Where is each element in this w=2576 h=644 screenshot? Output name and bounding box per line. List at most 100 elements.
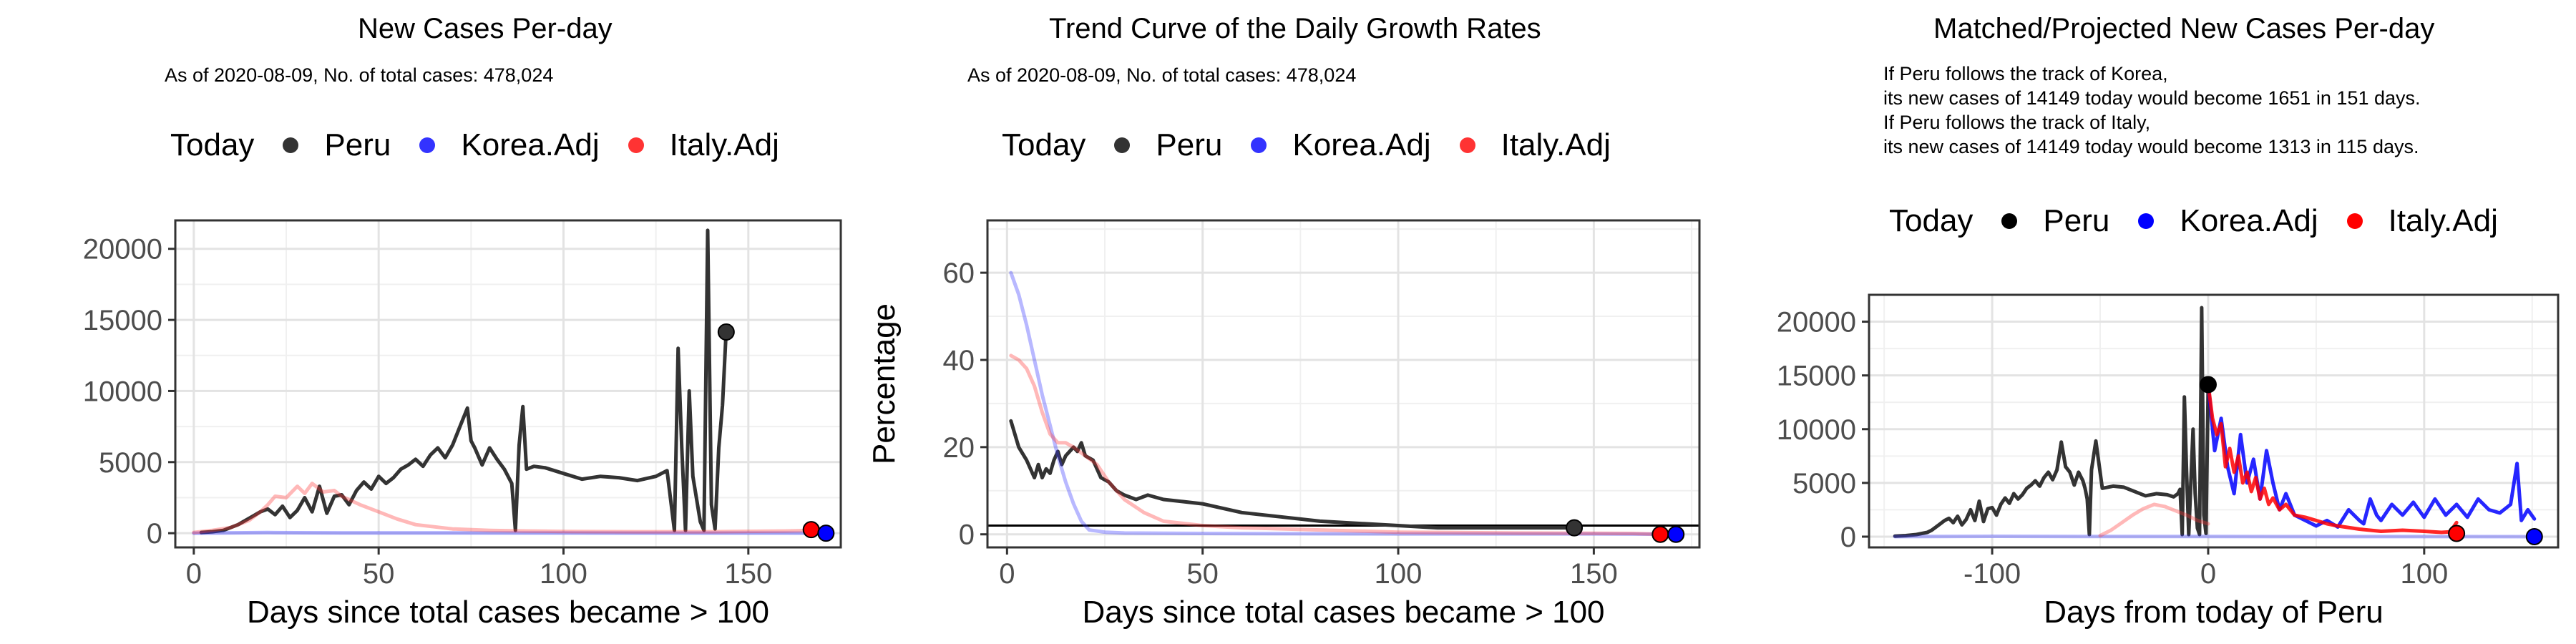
series-line-italy-adj (2098, 502, 2210, 537)
x-tick-label: 150 (1570, 558, 1618, 590)
today-point-italy-adj (1652, 525, 1669, 543)
legend-label: Peru (2043, 203, 2110, 238)
legend: Today Peru Korea.Adj Italy.Adj (1889, 203, 2527, 239)
series-line-korea-adj (192, 530, 828, 535)
legend-dot-icon (283, 137, 299, 153)
x-tick-label: 0 (186, 558, 202, 590)
today-point-korea-adj (1667, 525, 1685, 543)
subtitle-line: If Peru follows the track of Korea, (1883, 63, 2168, 84)
legend-title: Today (170, 127, 255, 162)
legend-label: Italy.Adj (1501, 127, 1611, 162)
legend: Today Peru Korea.Adj Italy.Adj (1002, 127, 1639, 163)
plot-area: 0 50 100 150 0 20 40 60 Days since total cases b… (867, 219, 1701, 630)
series-line-korea-adj (1009, 270, 1674, 537)
legend-item-korea: Korea.Adj (1251, 127, 1431, 163)
today-point-italy-adj (2448, 525, 2466, 542)
legend-dot-icon (2346, 213, 2363, 229)
legend-item-italy: Italy.Adj (628, 127, 779, 163)
legend-item-korea: Korea.Adj (2138, 203, 2318, 239)
legend-label: Peru (1156, 127, 1223, 162)
x-axis-label: Days since total cases became > 100 (247, 595, 769, 630)
y-tick-label: 10000 (1777, 414, 1856, 446)
x-tick-label: 100 (1375, 558, 1423, 590)
legend-label: Korea.Adj (2180, 203, 2318, 238)
legend-dot-icon (1114, 137, 1131, 153)
legend-label: Korea.Adj (1292, 127, 1431, 162)
today-point-peru (717, 323, 735, 341)
x-tick-label: 150 (724, 558, 772, 590)
plot-border (1868, 293, 2560, 549)
legend-label: Peru (324, 127, 391, 162)
legend-item-korea: Korea.Adj (419, 127, 600, 163)
chart-subtitle: If Peru follows the track of Korea, its … (1883, 62, 2421, 159)
y-axis-label: Percentage (867, 303, 902, 464)
legend-label: Italy.Adj (2388, 203, 2498, 238)
plot-background (987, 220, 1699, 547)
legend-item-peru: Peru (283, 127, 391, 163)
series-line-italy-adj (1009, 353, 1667, 537)
legend-label: Italy.Adj (669, 127, 779, 162)
series-line-korea-adj-projected (2206, 382, 2537, 529)
x-tick-label: 0 (2200, 558, 2216, 590)
subtitle-line: its new cases of 14149 today would becom… (1883, 87, 2421, 109)
y-tick-label: 0 (147, 518, 162, 550)
plot-area: 0 50 100 150 0 5000 10000 15000 20000 Days since … (83, 219, 842, 630)
x-tick-label: -100 (1963, 558, 2021, 590)
today-point-peru (2199, 376, 2217, 394)
plot-border (174, 219, 842, 549)
x-tick-label: 100 (2400, 558, 2448, 590)
chart-panel-projected: Matched/Projected New Cases Per-day If P… (1746, 0, 2576, 644)
series-line-italy-adj (192, 482, 817, 535)
legend-title: Today (1889, 203, 1974, 238)
legend-dot-icon (1459, 137, 1475, 153)
legend: Today Peru Korea.Adj Italy.Adj (170, 127, 808, 163)
chart-panel-new-cases: New Cases Per-day As of 2020-08-09, No. … (0, 0, 859, 644)
chart-title: Matched/Projected New Cases Per-day (1933, 13, 2435, 44)
legend-title: Today (1002, 127, 1086, 162)
legend-item-peru: Peru (1114, 127, 1222, 163)
chart-subtitle: As of 2020-08-09, No. of total cases: 47… (165, 64, 554, 86)
today-point-korea-adj (817, 525, 835, 542)
legend-dot-icon (2001, 213, 2018, 229)
y-tick-label: 5000 (1792, 468, 1856, 499)
y-tick-label: 0 (1840, 522, 1856, 553)
x-tick-label: 0 (999, 558, 1015, 590)
series-line-peru (199, 228, 728, 535)
legend-item-italy: Italy.Adj (1459, 127, 1611, 163)
legend-item-peru: Peru (2001, 203, 2109, 239)
legend-dot-icon (628, 137, 644, 153)
legend-dot-icon (1251, 137, 1267, 153)
chart-subtitle: As of 2020-08-09, No. of total cases: 47… (967, 64, 1357, 86)
plot-area: -100 0 100 0 5000 10000 15000 20000 Days from to… (1777, 293, 2560, 630)
plot-border (986, 219, 1701, 549)
x-tick-label: 100 (540, 558, 587, 590)
subtitle-line: If Peru follows the track of Italy, (1883, 112, 2151, 133)
series-line-peru (1893, 306, 2210, 538)
legend-label: Korea.Adj (461, 127, 600, 162)
series-line-peru (1009, 419, 1576, 530)
today-point-italy-adj (802, 521, 820, 539)
series-line-italy-adj-projected (2206, 382, 2459, 535)
y-tick-label: 60 (943, 258, 975, 289)
y-tick-label: 20000 (1777, 307, 1856, 338)
y-tick-label: 0 (959, 519, 975, 551)
legend-dot-icon (2138, 213, 2155, 229)
y-tick-label: 20000 (83, 234, 162, 265)
y-tick-label: 5000 (99, 447, 162, 479)
today-point-korea-adj (2525, 527, 2543, 545)
subtitle-line: its new cases of 14149 today would becom… (1883, 136, 2419, 157)
chart-title: Trend Curve of the Daily Growth Rates (1049, 13, 1541, 44)
x-tick-label: 50 (1186, 558, 1219, 590)
y-tick-label: 10000 (83, 376, 162, 407)
chart-title: New Cases Per-day (358, 13, 613, 44)
y-tick-label: 40 (943, 345, 975, 376)
y-tick-label: 15000 (83, 305, 162, 336)
x-axis-label: Days since total cases became > 100 (1082, 595, 1604, 630)
legend-dot-icon (419, 137, 436, 153)
y-tick-label: 15000 (1777, 361, 1856, 392)
today-point-peru (1566, 519, 1584, 537)
legend-item-italy: Italy.Adj (2346, 203, 2498, 239)
y-tick-label: 20 (943, 432, 975, 464)
x-tick-label: 50 (363, 558, 395, 590)
chart-panel-growth-rates: Trend Curve of the Daily Growth Rates As… (844, 0, 1703, 644)
